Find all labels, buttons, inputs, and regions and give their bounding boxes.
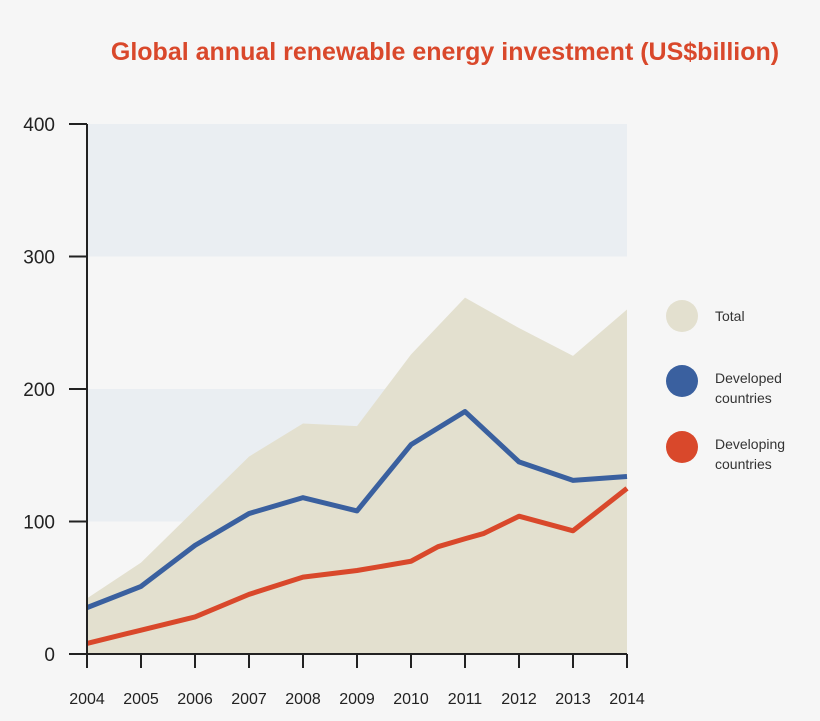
y-tick-label: 0 [44,645,55,666]
x-tick-label: 2009 [339,691,375,708]
x-tick-label: 2005 [123,691,159,708]
x-tick-label: 2004 [69,691,105,708]
x-tick-label: 2011 [448,691,483,708]
y-tick-label: 200 [23,380,55,401]
legend-label: Developed [715,370,782,386]
x-tick-label: 2007 [231,691,267,708]
chart-title: Global annual renewable energy investmen… [110,38,780,66]
x-tick-label: 2010 [393,691,429,708]
legend-marker [666,300,698,332]
y-tick-label: 100 [23,513,55,534]
legend-label: countries [715,390,772,406]
legend-marker [666,365,698,397]
y-tick-label: 300 [23,248,55,269]
legend-label: countries [715,456,772,472]
area-total [87,297,627,654]
x-tick-label: 2012 [501,691,537,708]
legend-marker [666,431,698,463]
line-developed-countries [86,409,628,610]
x-tick-label: 2013 [555,691,591,708]
x-tick-label: 2006 [177,691,213,708]
line-developing-countries [86,486,629,646]
y-tick-label: 400 [23,115,55,136]
x-tick-label: 2014 [609,691,645,708]
grid-band [87,124,627,257]
x-tick-label: 2008 [285,691,321,708]
legend-label: Total [715,308,745,324]
legend-label: Developing [715,436,785,452]
